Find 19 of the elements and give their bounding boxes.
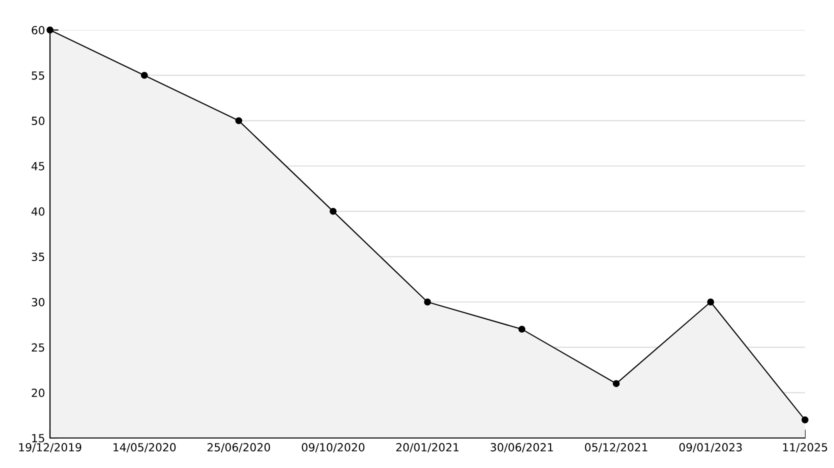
x-tick-label: 09/01/2023 <box>679 443 742 452</box>
y-tick-label: 35 <box>32 252 44 262</box>
y-tick-label: 25 <box>32 343 44 352</box>
y-tick-label: 55 <box>32 71 44 80</box>
y-tick-label: 50 <box>32 116 44 126</box>
y-tick-label: 30 <box>32 298 44 306</box>
x-tick-label: 20/01/2021 <box>396 443 458 452</box>
y-tick-label: 60 <box>32 26 44 34</box>
x-tick-label: 25/06/2020 <box>208 443 270 452</box>
y-tick-label: 45 <box>32 162 44 170</box>
x-tick-label: 19/12/2019 <box>19 443 82 452</box>
y-tick-label: 15 <box>32 434 44 442</box>
x-tick-label: 05/12/2021 <box>584 443 648 452</box>
x-tick-label: 14/05/2020 <box>114 443 176 452</box>
y-tick-label: 40 <box>32 207 44 216</box>
x-tick-label: 30/06/2021 <box>490 443 553 452</box>
y-tick-label: 20 <box>32 388 44 398</box>
x-tick-label: 11/2025 <box>783 443 828 452</box>
x-tick-label: 09/10/2020 <box>302 443 364 452</box>
